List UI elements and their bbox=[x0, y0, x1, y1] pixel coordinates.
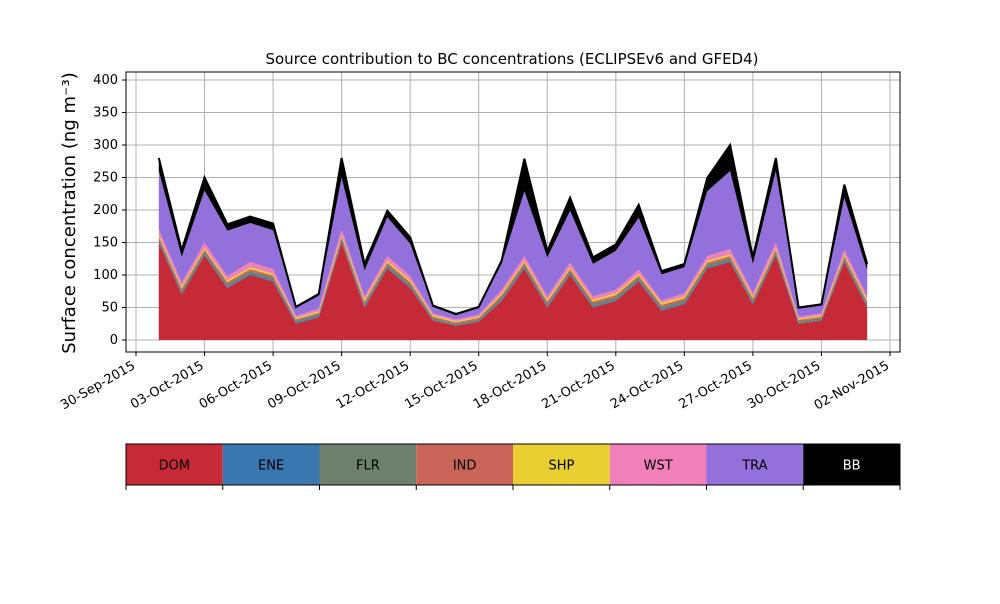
legend-label: DOM bbox=[159, 459, 190, 474]
x-tick-label: 21-Oct-2015 bbox=[539, 358, 617, 412]
legend-label: SHP bbox=[548, 459, 574, 474]
stacked-areas bbox=[157, 142, 869, 340]
legend-swatch-wst bbox=[609, 444, 707, 485]
y-tick-label: 150 bbox=[93, 236, 118, 251]
x-tick-label: 15-Oct-2015 bbox=[402, 358, 480, 412]
legend-label: ENE bbox=[258, 459, 284, 474]
y-tick-label: 50 bbox=[101, 301, 118, 316]
legend-label: FLR bbox=[356, 459, 380, 474]
area-dom bbox=[158, 242, 868, 340]
x-tick-label: 30-Sep-2015 bbox=[58, 358, 138, 413]
x-tick-label: 03-Oct-2015 bbox=[128, 358, 206, 412]
legend-swatch-bb bbox=[803, 444, 900, 485]
area-flr bbox=[158, 238, 868, 326]
x-tick-label: 09-Oct-2015 bbox=[265, 358, 343, 412]
legend-swatch-tra bbox=[706, 444, 804, 485]
x-tick-label: 27-Oct-2015 bbox=[677, 358, 755, 412]
area-shp bbox=[158, 234, 868, 323]
area-ind bbox=[158, 236, 868, 324]
x-tick-label: 12-Oct-2015 bbox=[334, 358, 412, 412]
legend-swatch-shp bbox=[513, 444, 610, 485]
y-tick-label: 200 bbox=[93, 203, 118, 218]
y-tick-label: 300 bbox=[93, 138, 118, 153]
x-tick-label: 18-Oct-2015 bbox=[471, 358, 549, 412]
area-wst bbox=[158, 229, 868, 322]
area-tra bbox=[158, 171, 868, 320]
legend-label: IND bbox=[453, 459, 477, 474]
y-tick-label: 350 bbox=[93, 106, 118, 121]
x-tick-label: 24-Oct-2015 bbox=[608, 358, 686, 412]
legend: DOM ENE FLR IND SHP WST TRA BB bbox=[125, 443, 901, 490]
x-tick-label: 02-Nov-2015 bbox=[812, 358, 892, 413]
plot-frame bbox=[125, 71, 901, 353]
legend-swatch-flr bbox=[319, 444, 417, 485]
legend-swatch-dom bbox=[126, 444, 223, 485]
chart-title: Source contribution to BC concentrations… bbox=[265, 50, 758, 68]
legend-swatch-ene bbox=[222, 444, 320, 485]
legend-label: BB bbox=[843, 459, 861, 474]
y-tick-label: 400 bbox=[93, 73, 118, 88]
y-tick-label: 100 bbox=[93, 268, 118, 283]
y-tick-label: 250 bbox=[93, 171, 118, 186]
legend-swatch-ind bbox=[416, 444, 513, 485]
y-axis-label: Surface concentration (ng m⁻³) bbox=[59, 72, 80, 354]
x-tick-label: 30-Oct-2015 bbox=[745, 358, 823, 412]
x-tick-label: 06-Oct-2015 bbox=[197, 358, 275, 412]
legend-label: TRA bbox=[741, 459, 767, 474]
total-outline bbox=[157, 142, 869, 316]
legend-label: WST bbox=[644, 459, 673, 474]
y-tick-label: 0 bbox=[110, 333, 118, 348]
